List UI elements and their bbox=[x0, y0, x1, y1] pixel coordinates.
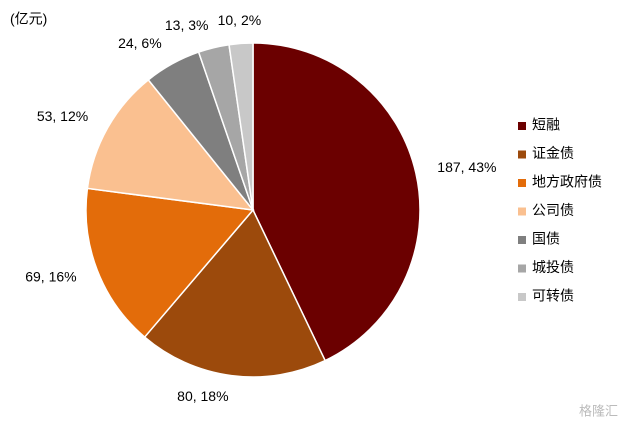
data-label: 69, 16% bbox=[25, 269, 76, 285]
watermark: 格隆汇 bbox=[579, 403, 618, 418]
pie-slice bbox=[85, 187, 255, 339]
legend-label: 地方政府债 bbox=[532, 174, 602, 190]
legend-swatch bbox=[518, 150, 526, 159]
data-label: 187, 43% bbox=[437, 159, 496, 175]
data-label: 13, 3% bbox=[165, 17, 209, 33]
legend-label: 可转债 bbox=[532, 288, 574, 304]
legend-label: 短融 bbox=[532, 117, 560, 133]
data-label: 24, 6% bbox=[118, 35, 162, 51]
pie-slice bbox=[86, 78, 255, 211]
legend-label: 国债 bbox=[532, 231, 560, 247]
legend-swatch bbox=[518, 207, 526, 216]
legend-swatch bbox=[518, 122, 526, 130]
data-label: 10, 2% bbox=[218, 12, 262, 28]
data-label: 80, 18% bbox=[177, 388, 228, 404]
legend-swatch bbox=[518, 264, 526, 273]
unit-label: (亿元) bbox=[10, 11, 47, 27]
legend-swatch bbox=[518, 179, 526, 187]
pie-slice bbox=[143, 208, 327, 378]
legend-swatch bbox=[518, 236, 526, 244]
legend-label: 证金债 bbox=[532, 145, 574, 161]
legend-swatch bbox=[518, 293, 526, 301]
legend-label: 城投债 bbox=[532, 259, 574, 275]
data-label: 53, 12% bbox=[37, 108, 88, 124]
pie-slice bbox=[252, 42, 421, 362]
legend-label: 公司债 bbox=[532, 202, 574, 218]
pie-slice bbox=[228, 42, 254, 211]
